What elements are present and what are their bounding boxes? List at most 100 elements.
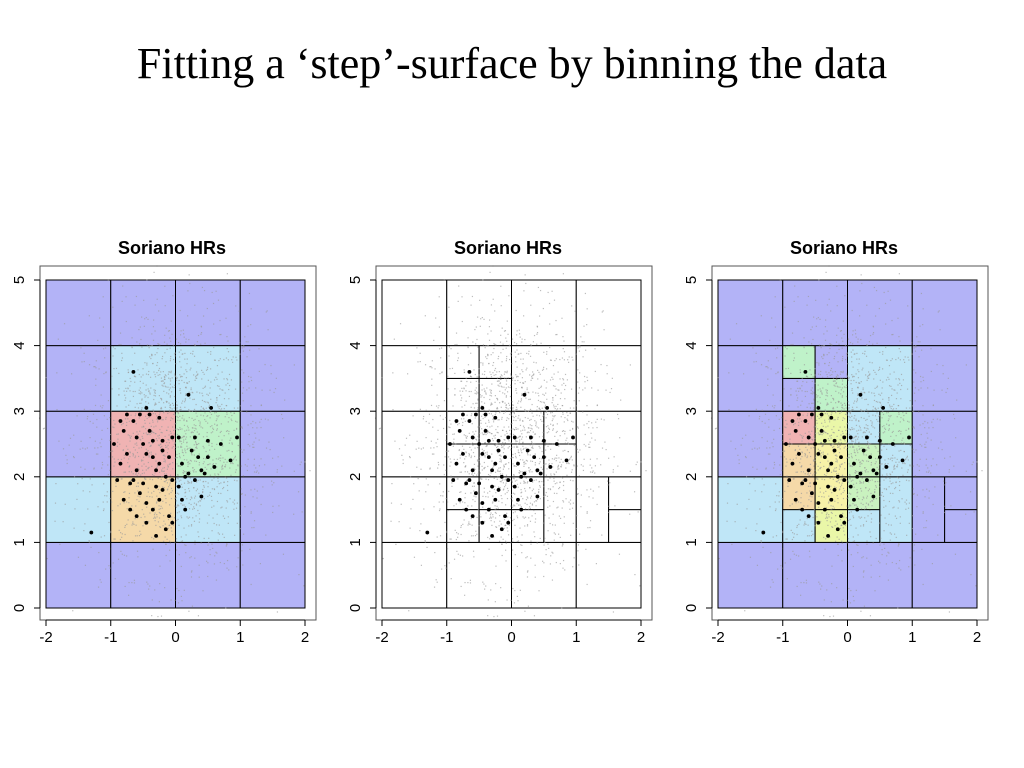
background-point — [192, 431, 194, 434]
background-point — [172, 358, 175, 361]
background-point — [245, 341, 247, 343]
background-point — [836, 523, 838, 525]
background-point — [862, 503, 864, 506]
background-point — [528, 506, 531, 508]
background-point — [139, 402, 141, 404]
background-point — [485, 345, 487, 347]
bin-cell — [446, 443, 480, 478]
background-point — [228, 442, 230, 444]
background-point — [456, 458, 459, 461]
background-point — [185, 552, 187, 554]
background-point — [520, 450, 522, 452]
background-point — [811, 326, 813, 328]
background-point — [892, 492, 894, 495]
background-point — [211, 479, 213, 481]
background-point — [174, 442, 176, 444]
background-point — [534, 453, 536, 455]
background-point — [495, 512, 497, 514]
background-point — [545, 387, 547, 389]
background-point — [489, 371, 491, 373]
background-point — [194, 460, 196, 462]
background-point — [855, 482, 858, 484]
background-point — [897, 477, 900, 479]
background-point — [116, 433, 118, 435]
background-point — [834, 525, 836, 527]
background-point — [451, 482, 453, 484]
background-point — [163, 520, 165, 522]
data-point — [163, 474, 168, 479]
background-point — [211, 499, 213, 502]
background-point — [142, 525, 144, 527]
background-point — [804, 453, 807, 456]
background-point — [556, 430, 558, 433]
background-point — [207, 422, 209, 424]
background-point — [582, 465, 584, 467]
background-point — [553, 406, 555, 408]
background-point — [224, 416, 226, 418]
background-point — [498, 470, 500, 473]
background-point — [159, 526, 161, 528]
background-point — [170, 480, 172, 482]
background-point — [585, 548, 587, 550]
background-point — [888, 466, 890, 468]
background-point — [493, 419, 495, 421]
background-point — [162, 385, 164, 387]
background-point — [203, 400, 205, 403]
background-point — [501, 386, 503, 388]
background-point — [181, 375, 183, 378]
background-point — [574, 310, 576, 312]
background-point — [213, 505, 215, 507]
background-point — [903, 462, 905, 464]
background-point — [234, 456, 236, 459]
background-point — [505, 474, 508, 476]
background-point — [510, 414, 512, 416]
background-point — [559, 562, 561, 565]
background-point — [523, 290, 525, 292]
background-point — [830, 369, 832, 372]
background-point — [460, 394, 462, 396]
bin-cell — [911, 410, 978, 478]
background-point — [853, 449, 855, 451]
background-point — [128, 492, 131, 495]
background-point — [501, 418, 503, 420]
background-point — [95, 453, 98, 455]
background-point — [157, 615, 159, 618]
background-point — [423, 415, 425, 418]
background-point — [595, 563, 597, 565]
background-point — [516, 440, 518, 443]
background-point — [604, 441, 606, 443]
background-point — [168, 377, 170, 379]
background-point — [577, 410, 579, 412]
background-point — [401, 454, 403, 456]
background-point — [848, 505, 850, 507]
background-point — [144, 478, 146, 480]
background-point — [826, 389, 828, 392]
background-point — [213, 488, 216, 491]
background-point — [142, 469, 144, 471]
background-point — [448, 346, 451, 348]
background-point — [114, 423, 116, 425]
background-point — [202, 463, 204, 465]
background-point — [573, 400, 575, 402]
background-point — [900, 449, 902, 452]
background-point — [505, 371, 507, 373]
background-point — [512, 512, 515, 514]
background-point — [151, 536, 153, 539]
background-point — [224, 392, 226, 394]
background-point — [483, 318, 485, 320]
background-point — [786, 423, 788, 425]
background-point — [206, 431, 208, 434]
background-point — [443, 464, 445, 466]
background-point — [840, 439, 842, 441]
background-point — [555, 358, 557, 360]
background-point — [271, 484, 273, 486]
background-point — [859, 427, 861, 429]
background-point — [503, 486, 506, 488]
background-point — [513, 474, 515, 476]
background-point — [899, 481, 901, 483]
background-point — [164, 435, 166, 437]
background-point — [473, 490, 475, 492]
background-point — [868, 443, 871, 446]
